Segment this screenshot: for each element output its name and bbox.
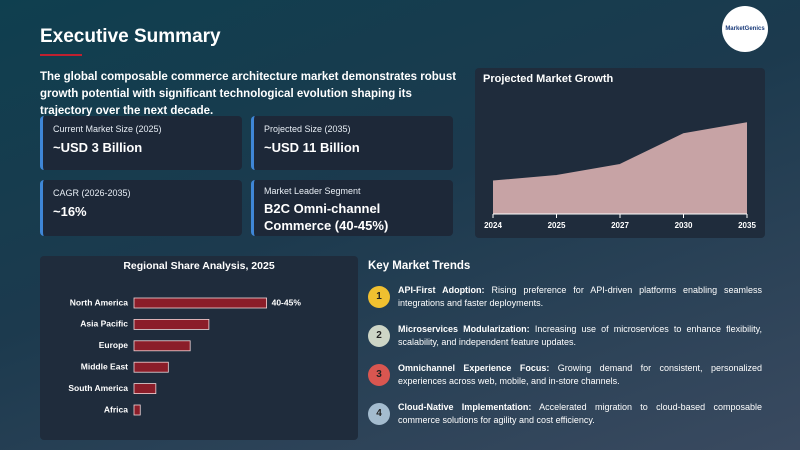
stat-value: B2C Omni-channel Commerce (40-45%) — [264, 201, 389, 233]
trends-title: Key Market Trends — [368, 260, 471, 272]
stat-card: Current Market Size (2025) ~USD 3 Billio… — [40, 116, 242, 170]
trend-number: 4 — [368, 403, 390, 425]
trend-number: 3 — [368, 364, 390, 386]
intro: The global composable commerce architect… — [40, 71, 457, 117]
trend-text: Cloud-Native Implementation: Accelerated… — [398, 401, 762, 427]
trend-name: Cloud-Native Implementation: — [398, 402, 532, 412]
trend-item: 2 Microservices Modularization: Increasin… — [368, 323, 762, 349]
trend-item: 3 Omnichannel Experience Focus: Growing d… — [368, 362, 762, 388]
x-tick-label: 2025 — [548, 221, 566, 230]
y-tick-label: South America — [68, 383, 128, 393]
y-tick-label: Europe — [99, 340, 129, 350]
stat-value: ~USD 3 Billion — [53, 140, 143, 155]
area-line — [492, 122, 748, 182]
trend-name: Microservices Modularization: — [398, 324, 530, 334]
trend-text: Microservices Modularization: Increasing… — [398, 323, 762, 349]
logo: MarketGenics — [722, 6, 768, 52]
trend-description: Rising preference for API-driven platfor… — [398, 285, 762, 308]
trend-description: Accelerated migration to cloud-based com… — [398, 402, 762, 425]
trend-number: 2 — [368, 325, 390, 347]
trend-item: 1 API-First Adoption: Rising preference f… — [368, 284, 762, 310]
title: Executive Summary — [40, 26, 221, 47]
x-tick-label: 2027 — [611, 221, 629, 230]
title-underline — [40, 54, 82, 56]
stat-card: CAGR (2026-2035) ~16% — [40, 180, 242, 236]
trend-item: 4 Cloud-Native Implementation: Accelerate… — [368, 401, 762, 427]
bar — [133, 297, 268, 309]
bar — [133, 404, 141, 416]
logo-text: MarketGenics — [725, 26, 765, 32]
x-tick-label: 2035 — [738, 221, 756, 230]
chart-title: Regional Share Analysis, 2025 — [123, 260, 275, 272]
region-panel: Regional Share Analysis, 2025 North Ameri… — [40, 256, 358, 440]
value-label: 40-45% — [272, 297, 302, 307]
stat-value: ~USD 11 Billion — [264, 140, 360, 155]
stat-label: Projected Size (2035) — [264, 124, 351, 134]
stat-label: CAGR (2026-2035) — [53, 188, 131, 198]
trend-number: 1 — [368, 286, 390, 308]
x-tick-label: 2030 — [675, 221, 693, 230]
area-chart: Projected Market Growth 2024 2025 2027 2030 2… — [483, 73, 756, 230]
chart-title: Projected Market Growth — [483, 73, 613, 85]
trend-text: API-First Adoption: Rising preference fo… — [398, 284, 762, 310]
trend-text: Omnichannel Experience Focus: Growing de… — [398, 362, 762, 388]
stat-label: Market Leader Segment — [264, 186, 361, 196]
y-tick-label: Africa — [104, 404, 128, 414]
y-tick-label: Middle East — [81, 361, 128, 371]
trend-description: Growing demand for consistent, personali… — [398, 363, 762, 386]
stat-card: Market Leader Segment B2C Omni-channel C… — [251, 180, 453, 236]
stat-card: Projected Size (2035) ~USD 11 Billion — [251, 116, 453, 170]
trend-name: API-First Adoption: — [398, 285, 485, 295]
x-tick-label: 2024 — [484, 221, 502, 230]
bar — [133, 383, 157, 394]
y-tick-label: North America — [70, 297, 129, 307]
trend-name: Omnichannel Experience Focus: — [398, 363, 550, 373]
stat-value: ~16% — [53, 204, 87, 219]
stat-label: Current Market Size (2025) — [53, 124, 162, 134]
area — [493, 122, 747, 214]
growth-panel: Projected Market Growth 2024 2025 2027 2030 2… — [475, 68, 765, 238]
y-tick-label: Asia Pacific — [80, 319, 128, 329]
trend-description: Increasing use of microservices to enhan… — [398, 324, 762, 347]
bar — [133, 319, 210, 330]
bar — [133, 361, 169, 373]
bar-chart: Regional Share Analysis, 2025 North Ameri… — [68, 260, 302, 416]
bar — [133, 340, 191, 352]
